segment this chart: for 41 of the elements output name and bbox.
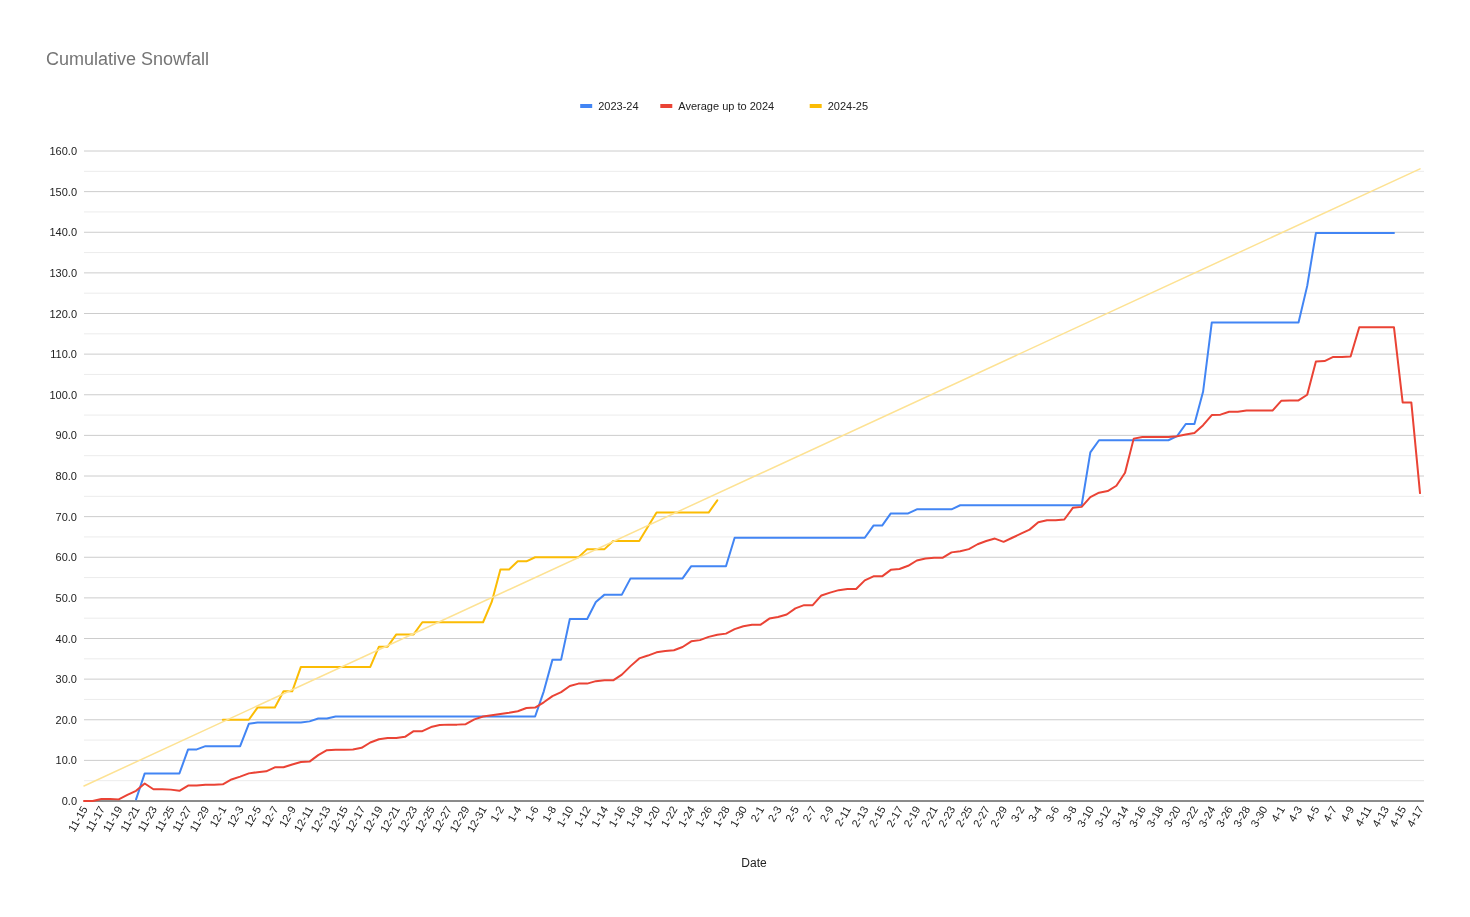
x-tick-label: 2-5 — [782, 804, 802, 824]
y-tick-label: 60.0 — [55, 551, 77, 564]
x-tick-label: 4-9 — [1337, 804, 1357, 824]
x-tick-label: 4-5 — [1303, 804, 1322, 824]
x-tick-label: 3-2 — [1008, 804, 1027, 824]
y-tick-label: 10.0 — [55, 754, 77, 767]
y-tick-label: 90.0 — [55, 429, 77, 442]
x-tick-label: 4-1 — [1268, 804, 1287, 824]
legend-label: 2024-25 — [827, 100, 869, 112]
y-tick-label: 0.0 — [61, 795, 77, 807]
x-tick-label: 2-9 — [817, 804, 836, 824]
y-tick-label: 40.0 — [55, 632, 77, 645]
y-tick-label: 50.0 — [55, 591, 77, 604]
y-tick-label: 110.0 — [50, 348, 77, 361]
y-tick-label: 70.0 — [55, 510, 77, 523]
x-axis-title: Date — [741, 856, 767, 870]
y-tick-label: 100.0 — [49, 388, 77, 401]
x-tick-label: 1-2 — [487, 804, 507, 824]
y-tick-label: 140.0 — [49, 226, 77, 239]
x-tick-label: 1-4 — [505, 804, 524, 824]
y-tick-label: 30.0 — [55, 673, 77, 686]
x-tick-label: 2-7 — [800, 804, 819, 824]
line-series — [221, 499, 719, 721]
y-tick-label: 20.0 — [55, 713, 77, 726]
x-tick-label: 2-1 — [748, 804, 767, 824]
line-series — [83, 326, 1421, 802]
x-tick-label: 2-3 — [765, 804, 784, 824]
x-tick-label: 4-3 — [1285, 804, 1305, 824]
y-tick-label: 120.0 — [49, 307, 77, 320]
x-tick-label: 1-6 — [522, 804, 541, 824]
line-series — [135, 232, 1395, 801]
y-tick-label: 150.0 — [49, 185, 77, 198]
y-tick-label: 160.0 — [49, 145, 77, 157]
x-tick-label: 3-4 — [1025, 804, 1045, 824]
x-tick-label: 3-6 — [1043, 804, 1062, 824]
legend-label: Average up to 2024 — [678, 100, 775, 112]
x-tick-label: 4-7 — [1320, 804, 1339, 824]
legend-label: 2023-24 — [598, 100, 639, 112]
chart-title: Cumulative Snowfall — [46, 49, 210, 69]
y-tick-label: 80.0 — [55, 470, 77, 482]
y-tick-label: 130.0 — [49, 266, 77, 279]
